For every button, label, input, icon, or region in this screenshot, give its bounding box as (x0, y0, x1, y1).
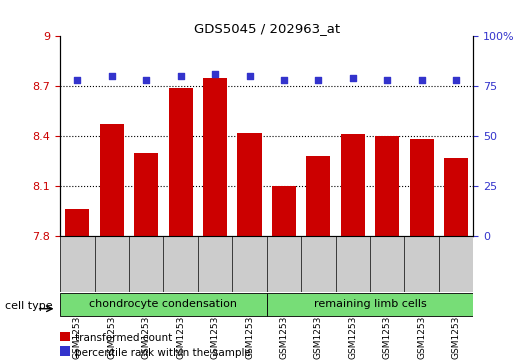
Point (349, 76, 357, 81)
Bar (272, 186, 296, 236)
Bar (375, 136, 399, 236)
Bar (306, 156, 331, 236)
Point (211, 72, 219, 77)
Point (108, 73, 116, 79)
Bar (410, 139, 434, 236)
Point (417, 77, 426, 83)
Bar (60, 293, 267, 316)
Point (280, 77, 288, 83)
Text: remaining limb cells: remaining limb cells (314, 299, 426, 309)
Point (245, 73, 254, 79)
Point (383, 77, 391, 83)
Text: chondrocyte condensation: chondrocyte condensation (89, 299, 237, 309)
Bar (444, 158, 468, 236)
Point (452, 77, 460, 83)
Text: transformed count: transformed count (75, 333, 172, 343)
Point (314, 77, 323, 83)
Bar (168, 88, 192, 236)
Point (176, 73, 185, 79)
Text: cell type: cell type (5, 301, 53, 311)
Title: GDS5045 / 202963_at: GDS5045 / 202963_at (194, 22, 340, 35)
Bar (267, 293, 473, 316)
Bar (341, 134, 365, 236)
Bar (203, 78, 227, 236)
Bar (134, 153, 158, 236)
Bar (237, 133, 262, 236)
Bar (65, 209, 89, 236)
Point (73, 77, 82, 83)
Point (142, 77, 151, 83)
Bar (100, 125, 124, 236)
Text: percentile rank within the sample: percentile rank within the sample (75, 348, 251, 358)
